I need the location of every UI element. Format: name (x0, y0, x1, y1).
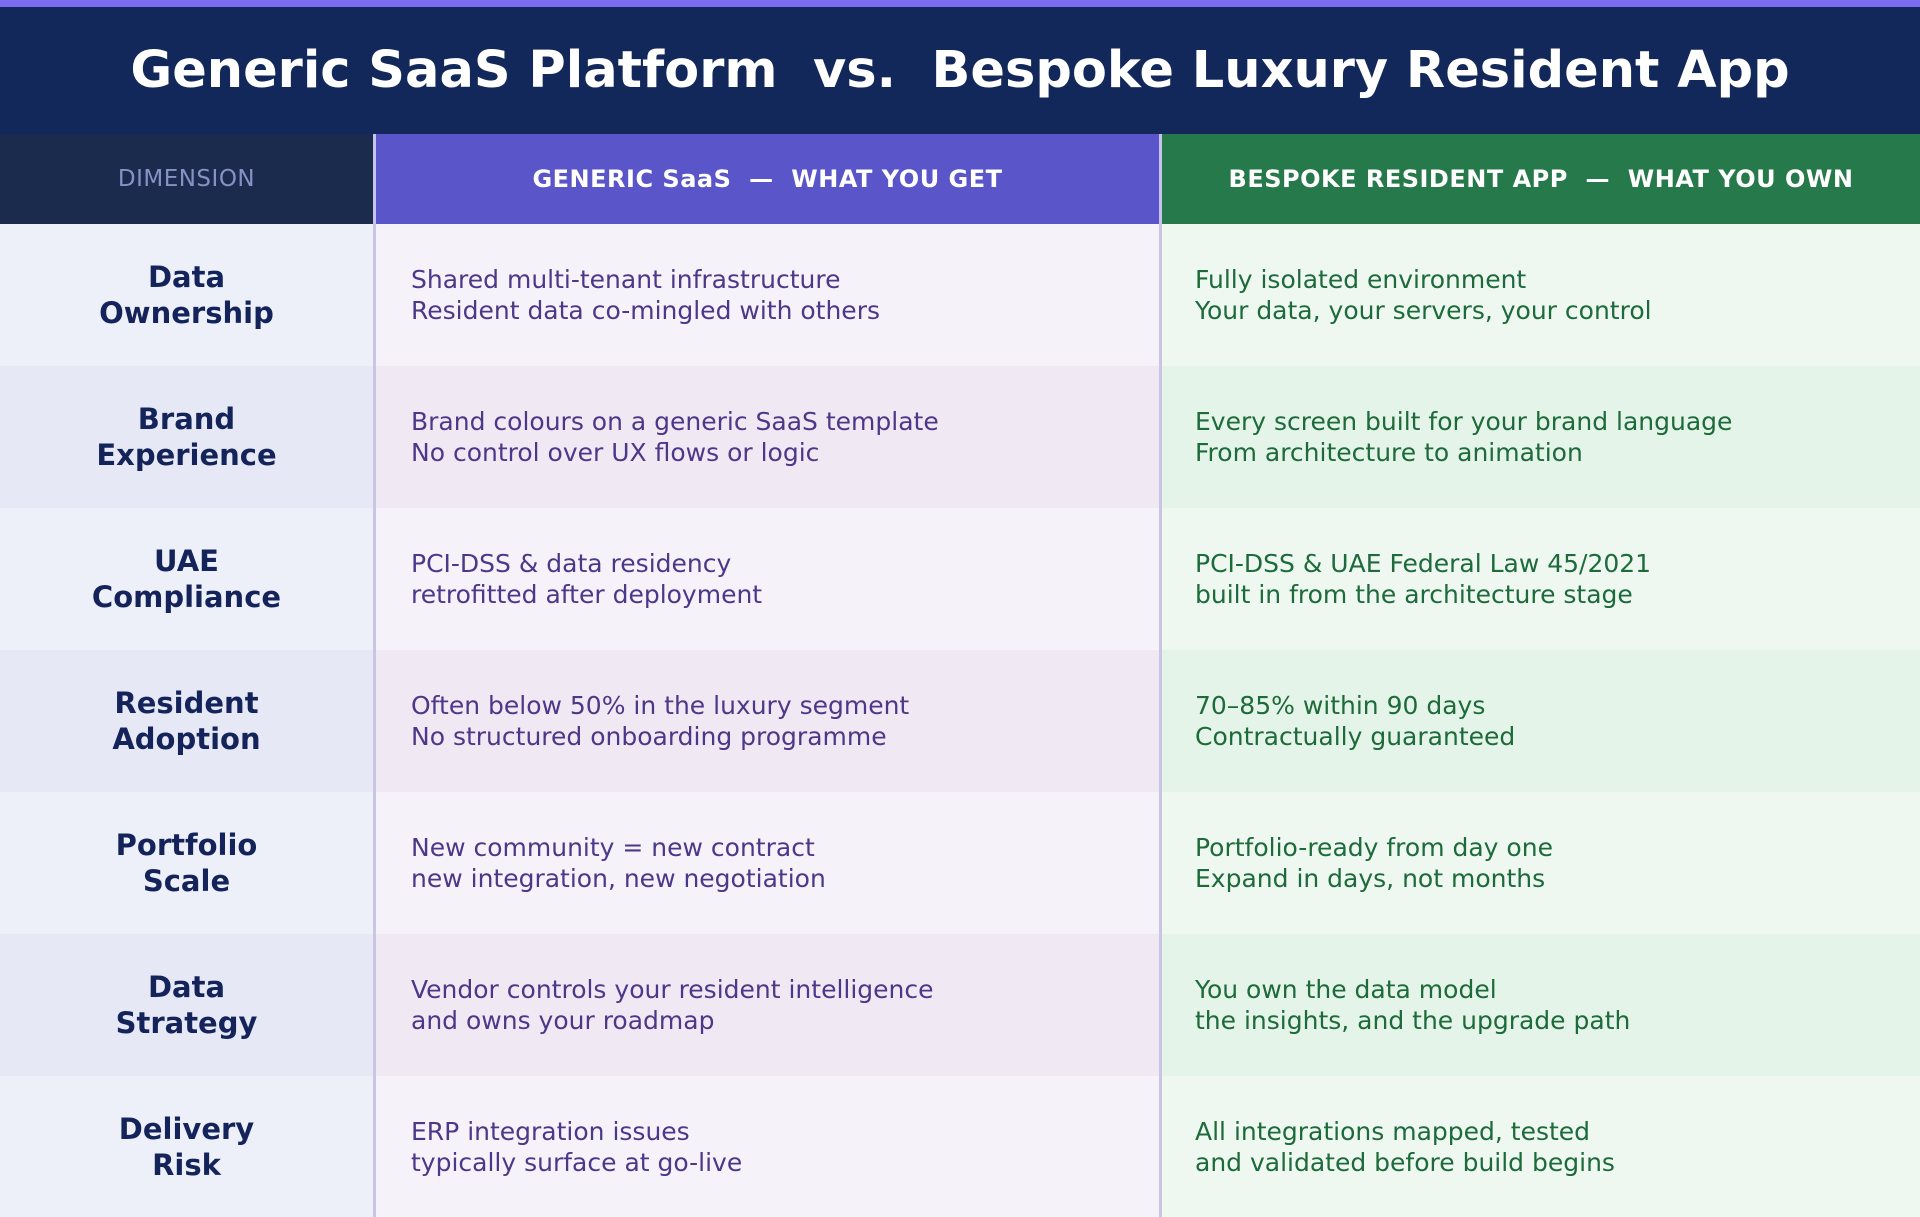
dimension-label-line: Compliance (91, 580, 282, 614)
dimension-cell: Data Strategy (0, 934, 373, 1076)
dimension-label-line: Brand (137, 402, 236, 436)
dimension-label-line: Data (147, 970, 226, 1004)
generic-text-line: Vendor controls your resident intelligen… (411, 975, 934, 1004)
generic-cell: PCI-DSS & data residency retrofitted aft… (373, 508, 1159, 650)
table-header-row: DIMENSION GENERIC SaaS — WHAT YOU GET BE… (0, 134, 1920, 224)
dimension-label-line: Ownership (99, 296, 274, 330)
generic-text-line: Often below 50% in the luxury segment (411, 691, 910, 720)
bespoke-text-line: Your data, your servers, your control (1195, 296, 1652, 325)
bespoke-text-line: built in from the architecture stage (1195, 580, 1633, 609)
dimension-cell: Resident Adoption (0, 650, 373, 792)
title-bar: Generic SaaS Platform vs. Bespoke Luxury… (0, 7, 1920, 134)
generic-text-line: typically surface at go-live (411, 1148, 743, 1177)
bespoke-text-line: the insights, and the upgrade path (1195, 1006, 1631, 1035)
dimension-label-line: UAE (154, 544, 219, 578)
bespoke-cell: Portfolio-ready from day one Expand in d… (1159, 792, 1920, 934)
generic-cell: Often below 50% in the luxury segment No… (373, 650, 1159, 792)
header-generic-saas: GENERIC SaaS — WHAT YOU GET (373, 134, 1159, 224)
bespoke-text-line: 70–85% within 90 days (1195, 691, 1486, 720)
bespoke-cell: PCI-DSS & UAE Federal Law 45/2021 built … (1159, 508, 1920, 650)
bespoke-cell: You own the data model the insights, and… (1159, 934, 1920, 1076)
dimension-label-line: Data (147, 260, 226, 294)
bespoke-cell: Fully isolated environment Your data, yo… (1159, 224, 1920, 366)
table-row: UAE Compliance PCI-DSS & data residency … (0, 508, 1920, 650)
dimension-cell: Data Ownership (0, 224, 373, 366)
header-bespoke-app: BESPOKE RESIDENT APP — WHAT YOU OWN (1159, 134, 1920, 224)
generic-text-line: No control over UX flows or logic (411, 438, 820, 467)
header-dimension: DIMENSION (0, 134, 373, 224)
generic-text-line: New community = new contract (411, 833, 815, 862)
top-accent-stripe (0, 0, 1920, 7)
generic-cell: Shared multi-tenant infrastructure Resid… (373, 224, 1159, 366)
bespoke-cell: 70–85% within 90 days Contractually guar… (1159, 650, 1920, 792)
generic-cell: New community = new contract new integra… (373, 792, 1159, 934)
bespoke-text-line: Every screen built for your brand langua… (1195, 407, 1733, 436)
generic-cell: ERP integration issues typically surface… (373, 1076, 1159, 1217)
bespoke-text-line: Contractually guaranteed (1195, 722, 1516, 751)
dimension-label-line: Delivery (118, 1112, 255, 1146)
bespoke-cell: Every screen built for your brand langua… (1159, 366, 1920, 508)
generic-text-line: and owns your roadmap (411, 1006, 715, 1035)
generic-text-line: Brand colours on a generic SaaS template (411, 407, 939, 436)
bespoke-text-line: Portfolio-ready from day one (1195, 833, 1553, 862)
dimension-cell: Brand Experience (0, 366, 373, 508)
bespoke-text-line: Fully isolated environment (1195, 265, 1527, 294)
bespoke-text-line: PCI-DSS & UAE Federal Law 45/2021 (1195, 549, 1652, 578)
bespoke-text-line: All integrations mapped, tested (1195, 1117, 1591, 1146)
generic-text-line: retrofitted after deployment (411, 580, 763, 609)
comparison-table: DIMENSION GENERIC SaaS — WHAT YOU GET BE… (0, 134, 1920, 1217)
table-row: Data Ownership Shared multi-tenant infra… (0, 224, 1920, 366)
generic-cell: Brand colours on a generic SaaS template… (373, 366, 1159, 508)
dimension-label-line: Scale (142, 864, 231, 898)
bespoke-cell: All integrations mapped, tested and vali… (1159, 1076, 1920, 1217)
table-row: Resident Adoption Often below 50% in the… (0, 650, 1920, 792)
generic-text-line: Shared multi-tenant infrastructure (411, 265, 841, 294)
dimension-label-line: Risk (152, 1148, 221, 1182)
table-row: Delivery Risk ERP integration issues typ… (0, 1076, 1920, 1217)
page-title: Generic SaaS Platform vs. Bespoke Luxury… (130, 41, 1790, 100)
dimension-cell: Portfolio Scale (0, 792, 373, 934)
generic-cell: Vendor controls your resident intelligen… (373, 934, 1159, 1076)
dimension-label-line: Portfolio (115, 828, 258, 862)
table-row: Data Strategy Vendor controls your resid… (0, 934, 1920, 1076)
generic-text-line: ERP integration issues (411, 1117, 690, 1146)
table-row: Brand Experience Brand colours on a gene… (0, 366, 1920, 508)
generic-text-line: Resident data co-mingled with others (411, 296, 880, 325)
generic-text-line: PCI-DSS & data residency (411, 549, 732, 578)
dimension-label-line: Adoption (112, 722, 261, 756)
dimension-label-line: Resident (114, 686, 259, 720)
bespoke-text-line: You own the data model (1195, 975, 1497, 1004)
dimension-label-line: Strategy (115, 1006, 258, 1040)
dimension-label-line: Experience (96, 438, 277, 472)
table-row: Portfolio Scale New community = new cont… (0, 792, 1920, 934)
generic-text-line: No structured onboarding programme (411, 722, 887, 751)
generic-text-line: new integration, new negotiation (411, 864, 826, 893)
bespoke-text-line: From architecture to animation (1195, 438, 1583, 467)
dimension-cell: UAE Compliance (0, 508, 373, 650)
bespoke-text-line: Expand in days, not months (1195, 864, 1546, 893)
dimension-cell: Delivery Risk (0, 1076, 373, 1217)
bespoke-text-line: and validated before build begins (1195, 1148, 1615, 1177)
